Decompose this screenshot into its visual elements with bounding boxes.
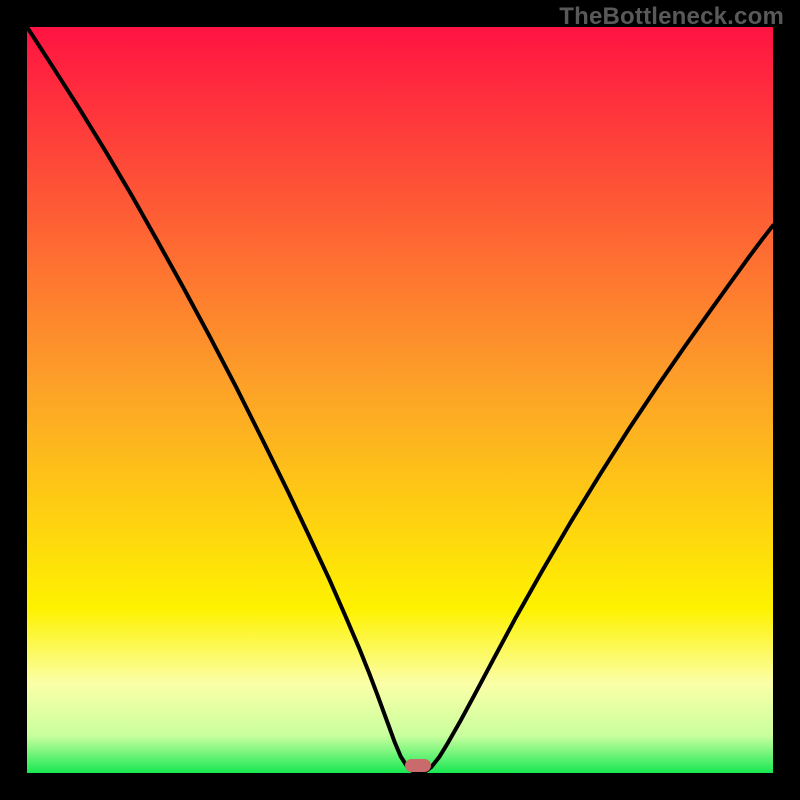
- watermark-text: TheBottleneck.com: [559, 3, 784, 31]
- bottleneck-curve: [27, 27, 773, 773]
- optimal-marker: [405, 759, 430, 772]
- curve-svg: [27, 27, 773, 773]
- chart-frame: TheBottleneck.com: [0, 0, 800, 800]
- plot-area: [27, 27, 773, 773]
